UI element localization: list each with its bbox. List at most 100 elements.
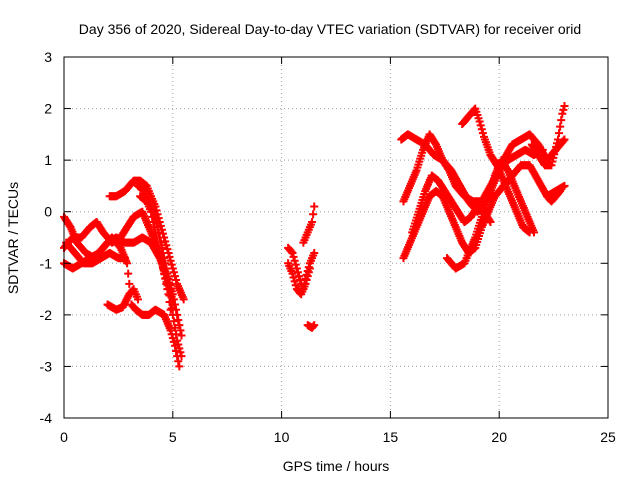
data-point xyxy=(295,272,304,281)
data-point xyxy=(161,237,170,246)
y-axis-label: SDTVAR / TECUs xyxy=(5,182,21,294)
data-point xyxy=(303,272,312,281)
data-point xyxy=(162,279,171,288)
data-point xyxy=(557,116,566,125)
data-point xyxy=(177,331,186,340)
data-track xyxy=(303,321,319,332)
data-point xyxy=(160,269,169,278)
data-point xyxy=(172,276,181,285)
data-track xyxy=(543,187,565,206)
y-tick-label: -2 xyxy=(40,307,53,323)
data-point xyxy=(170,272,179,281)
data-point xyxy=(288,269,297,278)
data-point xyxy=(176,326,185,335)
data-point xyxy=(167,260,176,269)
data-point xyxy=(150,223,159,232)
plot-frame xyxy=(63,56,609,419)
x-axis-label: GPS time / hours xyxy=(283,458,390,474)
data-track xyxy=(399,130,547,206)
data-point xyxy=(301,279,310,288)
data-point xyxy=(475,117,484,126)
data-point xyxy=(304,268,313,277)
y-tick-label: 2 xyxy=(44,101,52,117)
axis-ticks xyxy=(63,56,609,419)
data-point xyxy=(559,105,568,114)
data-point xyxy=(147,207,156,216)
tick-labels: 0 5 10 15 20 25 -4 -3 -2 -1 0 1 2 3 xyxy=(40,49,616,445)
data-point xyxy=(289,252,298,261)
data-point xyxy=(174,357,183,366)
data-point xyxy=(173,310,182,319)
data-point xyxy=(166,326,175,335)
data-point xyxy=(558,109,567,118)
data-point xyxy=(538,145,547,154)
data-point xyxy=(156,254,165,263)
data-point xyxy=(309,210,318,219)
y-tick-label: 1 xyxy=(44,152,52,168)
data-point xyxy=(151,228,160,237)
x-tick-label: 20 xyxy=(491,429,507,445)
data-point xyxy=(553,135,562,144)
x-tick-label: 5 xyxy=(169,429,177,445)
data-point xyxy=(170,323,179,332)
data-points xyxy=(60,101,569,371)
data-point xyxy=(288,248,297,257)
data-point xyxy=(556,187,565,196)
data-point xyxy=(164,290,173,299)
y-tick-label: -4 xyxy=(40,410,53,426)
data-point xyxy=(310,321,319,330)
data-point xyxy=(176,348,185,357)
data-point xyxy=(291,281,300,290)
data-point xyxy=(169,317,178,326)
grid-lines xyxy=(64,57,608,418)
data-point xyxy=(163,285,172,294)
y-tick-label: -3 xyxy=(40,358,53,374)
data-point xyxy=(155,248,164,257)
data-point xyxy=(555,188,564,197)
data-point xyxy=(525,228,534,237)
data-point xyxy=(154,243,163,252)
data-point xyxy=(163,245,172,254)
data-point xyxy=(291,260,300,269)
y-tick-label: -1 xyxy=(40,255,53,271)
data-point xyxy=(302,276,311,285)
data-point xyxy=(309,322,318,331)
data-point xyxy=(157,259,166,268)
data-point xyxy=(148,212,157,221)
data-point xyxy=(486,218,495,227)
data-point xyxy=(555,129,564,138)
data-point xyxy=(293,268,302,277)
data-track xyxy=(408,171,495,237)
data-point xyxy=(175,362,184,371)
data-track xyxy=(527,101,569,170)
data-point xyxy=(290,256,299,265)
data-point xyxy=(290,277,299,286)
data-point xyxy=(310,248,319,257)
data-point xyxy=(162,241,171,250)
data-point xyxy=(123,259,132,268)
data-point xyxy=(174,340,183,349)
y-tick-label: 3 xyxy=(44,49,52,65)
data-point xyxy=(560,181,569,190)
data-track xyxy=(62,238,129,268)
data-point xyxy=(153,238,162,247)
data-point xyxy=(477,125,486,134)
data-point xyxy=(305,264,314,273)
data-point xyxy=(179,295,188,304)
data-point xyxy=(124,269,133,278)
data-point xyxy=(476,121,485,130)
data-track xyxy=(103,285,142,314)
data-point xyxy=(169,268,178,277)
data-point xyxy=(478,129,487,138)
data-point xyxy=(166,305,175,314)
data-point xyxy=(152,233,161,242)
data-point xyxy=(556,122,565,131)
chart-title: Day 356 of 2020, Sidereal Day-to-day VTE… xyxy=(79,21,581,37)
data-point xyxy=(159,264,168,273)
data-point xyxy=(560,101,569,110)
x-tick-label: 10 xyxy=(274,429,290,445)
data-point xyxy=(175,321,184,330)
data-point xyxy=(172,330,181,339)
